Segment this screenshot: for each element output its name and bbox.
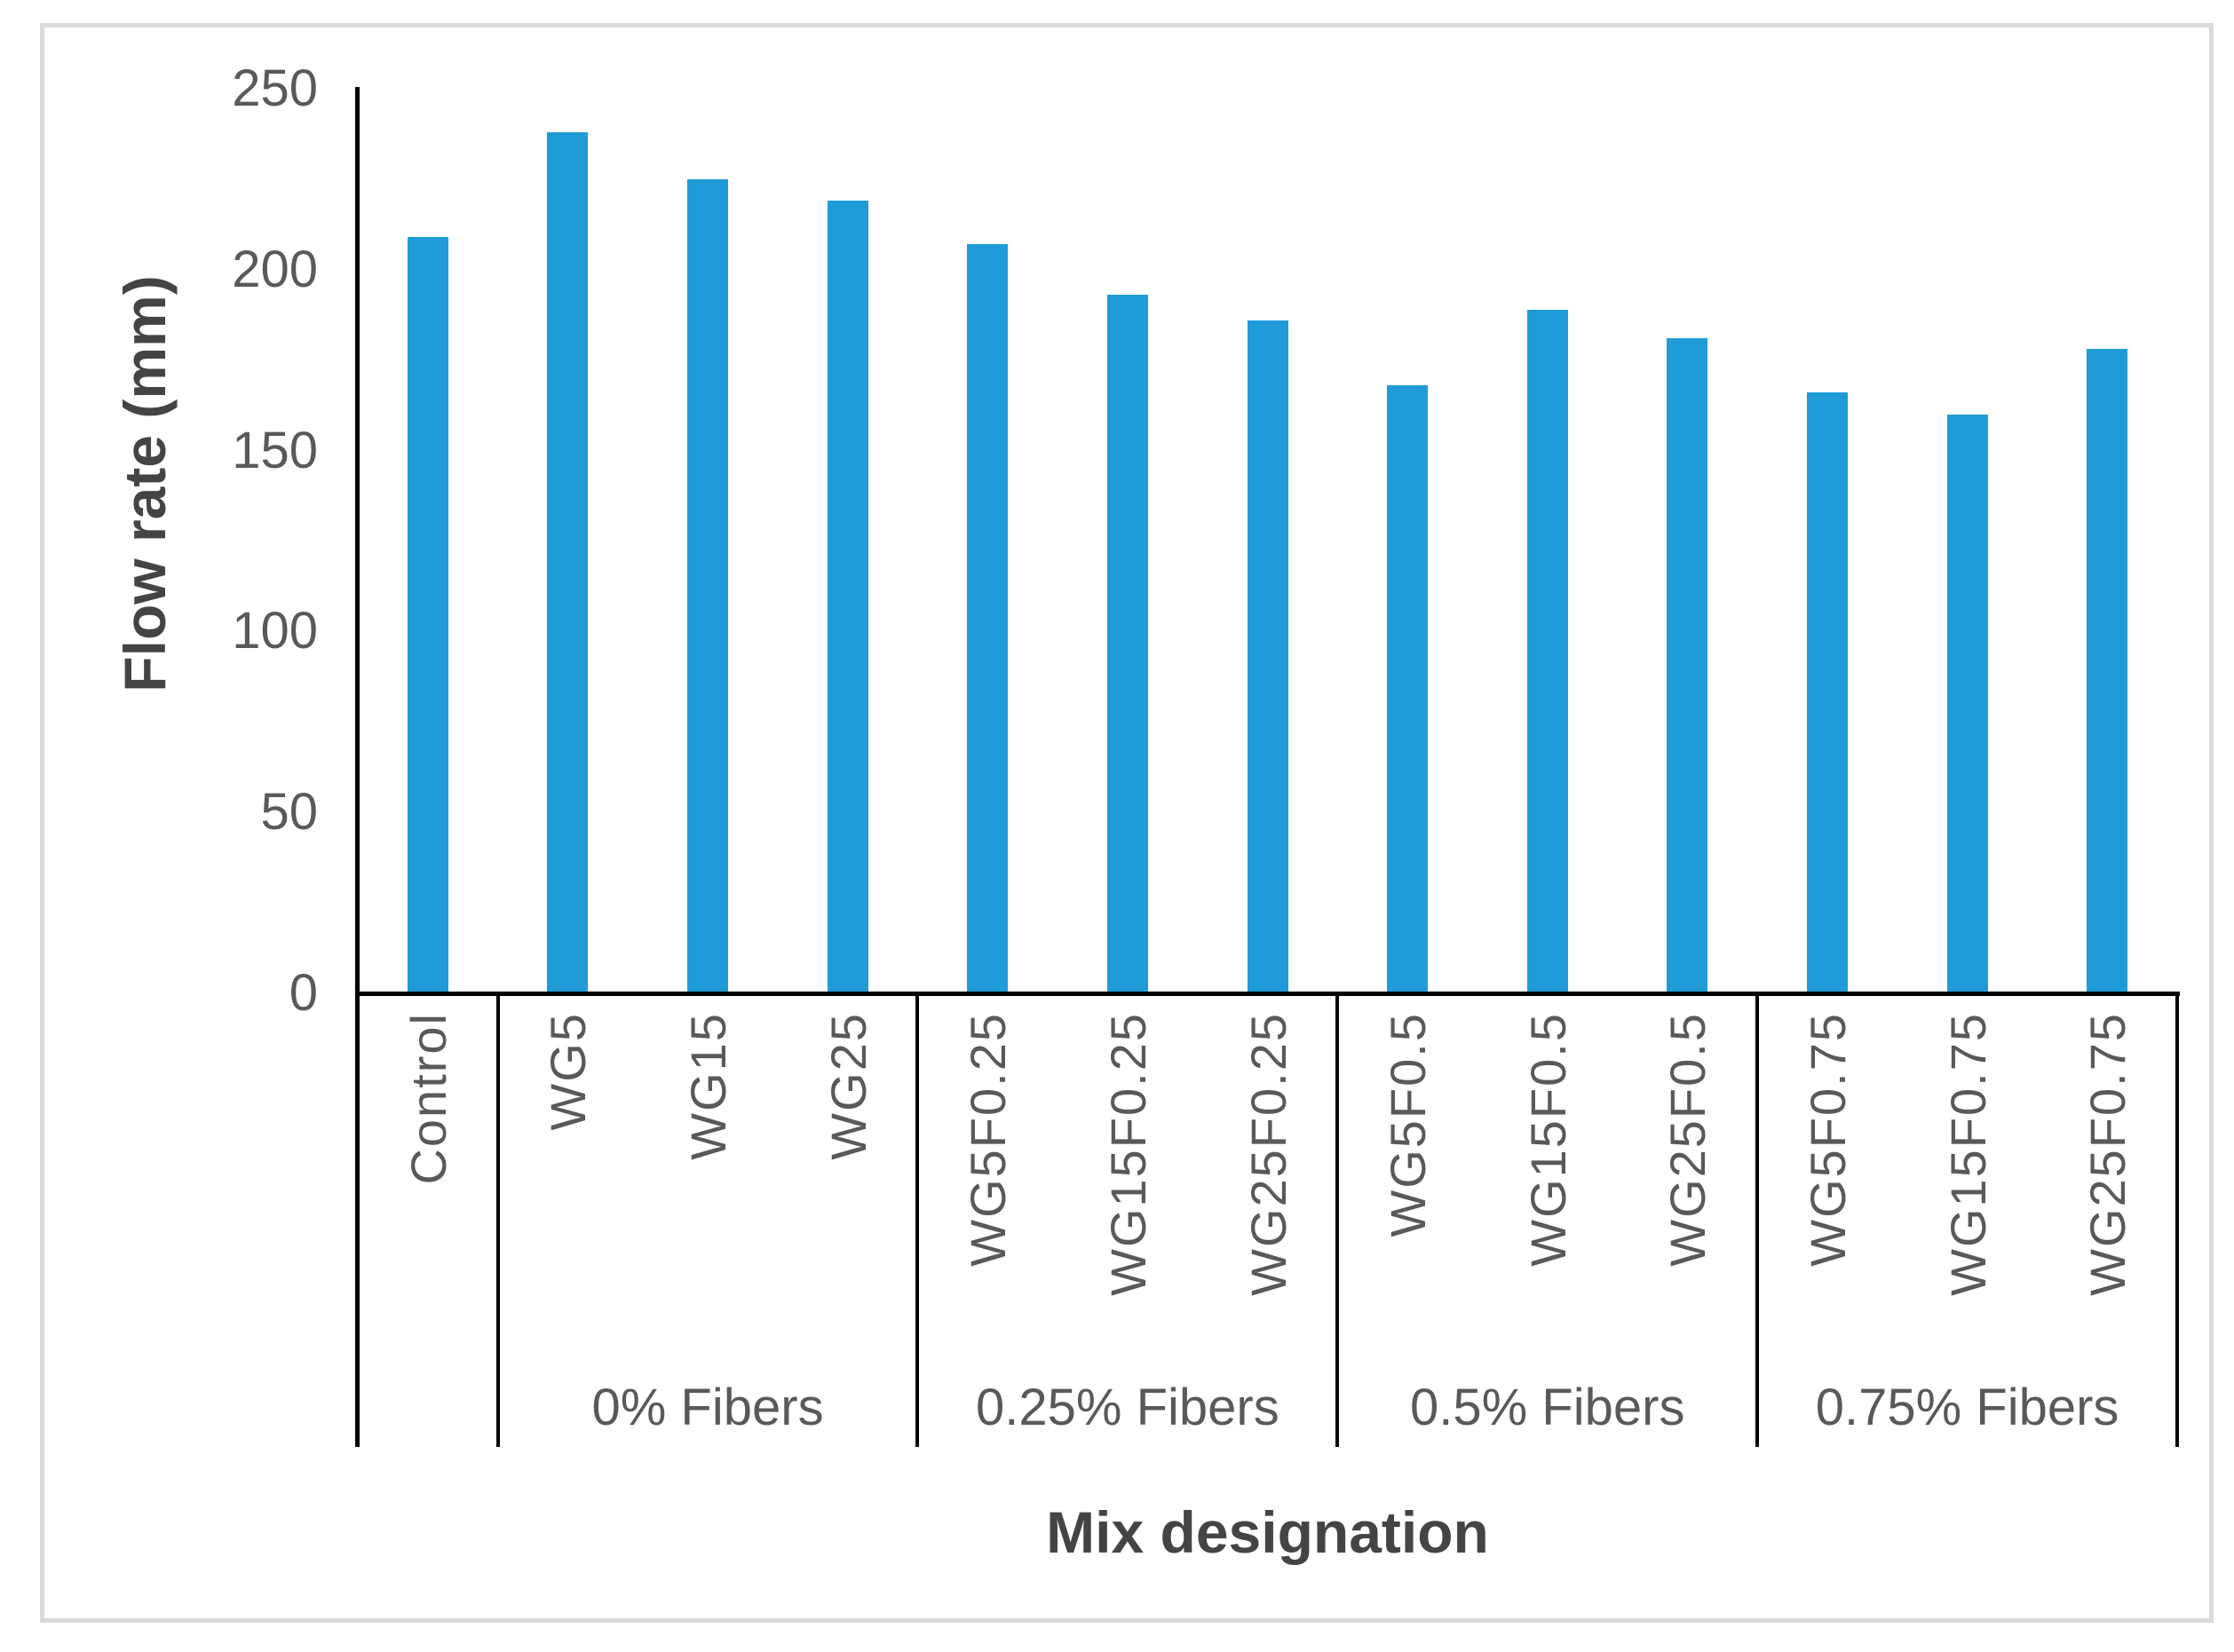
category-label-WG25F0.75: WG25F0.75 (2079, 1012, 2135, 1296)
x-axis-line (355, 992, 2180, 996)
x-axis-title: Mix designation (1046, 1499, 1489, 1565)
y-axis-line (355, 87, 360, 1447)
category-label-wrap-WG15F0.25: WG15F0.25 (1061, 1012, 1194, 1429)
category-label-WG25F0.5: WG25F0.5 (1659, 1012, 1715, 1267)
category-label-wrap-WG25: WG25 (781, 1012, 915, 1429)
bar-WG15F0.75 (1946, 414, 1988, 993)
category-label-wrap-WG15F0.75: WG15F0.75 (1901, 1012, 2034, 1429)
bar-WG25F0.5 (1667, 338, 1708, 993)
bar-WG5 (547, 131, 589, 993)
bar-WG15F0.25 (1106, 295, 1148, 993)
category-label-wrap-WG5F0.25: WG5F0.25 (921, 1012, 1054, 1429)
bar-WG5F0.5 (1387, 385, 1429, 993)
category-label-wrap-WG15: WG15 (641, 1012, 774, 1429)
bar-WG5F0.25 (967, 244, 1009, 993)
y-tick-label-250: 250 (232, 59, 318, 117)
y-tick-label-100: 100 (232, 602, 318, 660)
group-label-0-5-Fibers: 0.5% Fibers (1409, 1379, 1685, 1436)
bar-WG5F0.75 (1806, 392, 1848, 993)
category-label-WG5F0.25: WG5F0.25 (959, 1012, 1016, 1267)
y-tick-label-0: 0 (289, 964, 318, 1022)
group-divider-line (1755, 993, 1760, 1447)
category-label-WG25F0.25: WG25F0.25 (1240, 1012, 1295, 1296)
category-label-wrap-WG5: WG5 (501, 1012, 634, 1429)
group-divider-line (1335, 993, 1340, 1447)
group-label-0-25-Fibers: 0.25% Fibers (976, 1379, 1279, 1436)
bar-WG25F0.25 (1247, 320, 1288, 993)
group-label-0-Fibers: 0% Fibers (591, 1379, 824, 1436)
category-label-WG5: WG5 (539, 1012, 596, 1131)
bar-WG25F0.75 (2087, 349, 2128, 993)
category-label-WG15: WG15 (679, 1012, 736, 1160)
category-label-WG15F0.75: WG15F0.75 (1939, 1012, 1996, 1296)
category-label-wrap-Control: Control (361, 1012, 495, 1429)
y-axis-title-wrap: Flow rate (mm) (109, 84, 180, 883)
category-label-wrap-WG15F0.5: WG15F0.5 (1481, 1012, 1614, 1429)
category-label-WG5F0.5: WG5F0.5 (1379, 1012, 1436, 1237)
bar-Control (407, 237, 448, 993)
category-table-right-line (2175, 993, 2179, 1447)
bar-WG15F0.5 (1526, 309, 1568, 993)
category-label-wrap-WG25F0.25: WG25F0.25 (1201, 1012, 1335, 1429)
category-label-wrap-WG5F0.5: WG5F0.5 (1341, 1012, 1474, 1429)
x-axis-title-wrap: Mix designation (358, 1498, 2177, 1566)
group-divider-line (495, 993, 500, 1447)
category-label-Control: Control (400, 1012, 456, 1185)
category-label-wrap-WG25F0.5: WG25F0.5 (1620, 1012, 1754, 1429)
category-label-WG15F0.5: WG15F0.5 (1519, 1012, 1576, 1267)
category-label-wrap-WG5F0.75: WG5F0.75 (1761, 1012, 1894, 1429)
y-tick-label-50: 50 (260, 783, 318, 842)
y-tick-label-150: 150 (232, 421, 318, 479)
category-label-WG25: WG25 (820, 1012, 876, 1160)
group-divider-line (915, 993, 920, 1447)
bar-WG15 (687, 178, 729, 993)
y-tick-label-200: 200 (232, 240, 318, 298)
group-label-0-75-Fibers: 0.75% Fibers (1815, 1379, 2119, 1436)
category-label-WG15F0.25: WG15F0.25 (1099, 1012, 1156, 1296)
category-label-WG5F0.75: WG5F0.75 (1799, 1012, 1856, 1267)
category-label-wrap-WG25F0.75: WG25F0.75 (2040, 1012, 2174, 1429)
bar-WG25 (827, 201, 868, 993)
